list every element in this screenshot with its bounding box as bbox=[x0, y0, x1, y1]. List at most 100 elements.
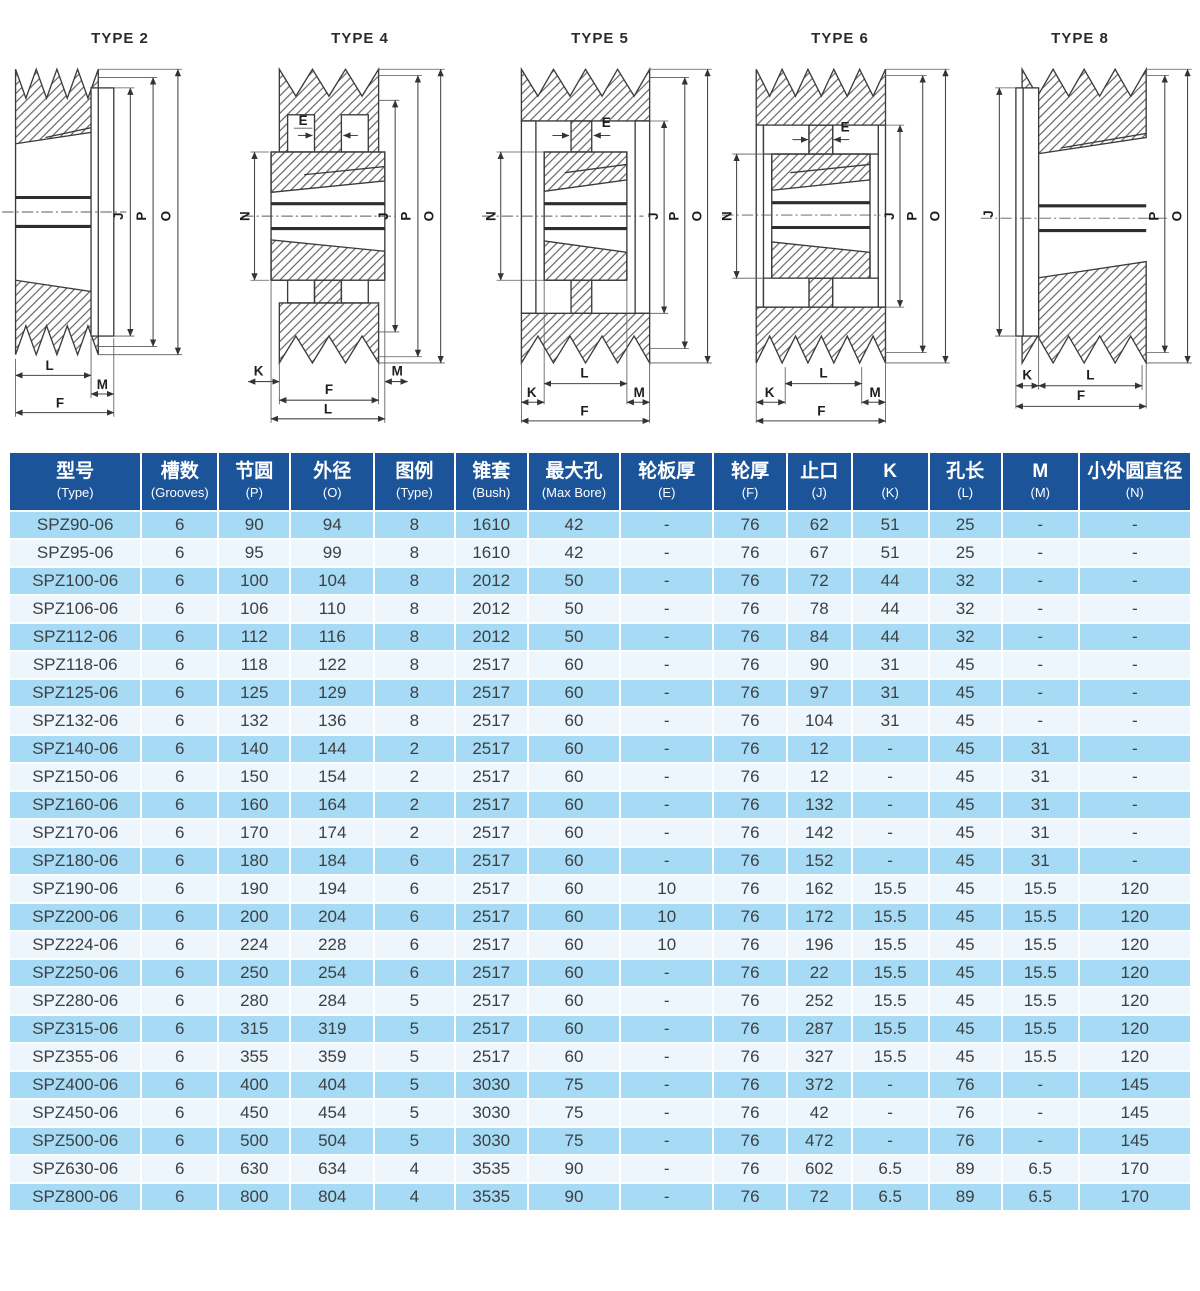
svg-text:E: E bbox=[299, 113, 308, 128]
table-cell: 6 bbox=[140, 873, 220, 904]
table-cell: 2517 bbox=[453, 649, 529, 680]
table-cell: 228 bbox=[289, 929, 376, 960]
column-header: 图例 (Type) bbox=[373, 451, 456, 512]
table-cell: 2 bbox=[373, 733, 456, 764]
table-cell: 104 bbox=[785, 705, 853, 736]
table-cell: - bbox=[619, 789, 715, 820]
table-row: SPZ250-06 6 250 254 6 2517 60-76 22 15.5 45 15.5 12… bbox=[7, 957, 1193, 988]
model-cell: SPZ160-06 bbox=[7, 789, 143, 820]
table-cell: 50 bbox=[526, 565, 622, 596]
table-cell: 42 bbox=[526, 537, 622, 568]
svg-text:O: O bbox=[421, 211, 436, 221]
table-cell: 2012 bbox=[453, 565, 529, 596]
table-cell: 10 bbox=[619, 901, 715, 932]
table-row: SPZ170-06 6 170 174 2 2517 60-76 142-45 31- bbox=[7, 817, 1193, 848]
column-header: 轮板厚 (E) bbox=[619, 451, 715, 512]
table-cell: 194 bbox=[289, 873, 376, 904]
table-cell: 5 bbox=[373, 1125, 456, 1156]
table-cell: 76 bbox=[712, 1153, 788, 1184]
table-cell: 44 bbox=[850, 621, 930, 652]
type2-title: TYPE 2 bbox=[91, 30, 149, 47]
table-cell: 2517 bbox=[453, 1013, 529, 1044]
table-cell: 174 bbox=[289, 817, 376, 848]
table-cell: 15.5 bbox=[1000, 985, 1080, 1016]
table-cell: 287 bbox=[785, 1013, 853, 1044]
table-cell: 125 bbox=[217, 677, 292, 708]
table-cell: 94 bbox=[289, 509, 376, 540]
column-header: M (M) bbox=[1000, 451, 1080, 512]
table-cell: - bbox=[619, 1097, 715, 1128]
table-row: SPZ160-06 6 160 164 2 2517 60-76 132-45 31- bbox=[7, 789, 1193, 820]
table-cell: 6 bbox=[140, 901, 220, 932]
table-cell: 76 bbox=[712, 1181, 788, 1212]
table-cell: 45 bbox=[927, 761, 1003, 792]
table-cell: - bbox=[1000, 593, 1080, 624]
table-cell: 2517 bbox=[453, 1041, 529, 1072]
table-cell: - bbox=[1077, 649, 1193, 680]
table-row: SPZ500-06 6 500 504 5 3030 75-76 472-76-145 bbox=[7, 1125, 1193, 1156]
table-row: SPZ95-06 6 95 99 8 1610 42-76 67 51 25- - bbox=[7, 537, 1193, 568]
table-cell: 6 bbox=[140, 1069, 220, 1100]
table-cell: 31 bbox=[850, 649, 930, 680]
table-cell: 145 bbox=[1077, 1125, 1193, 1156]
table-cell: - bbox=[619, 1153, 715, 1184]
table-cell: 450 bbox=[217, 1097, 292, 1128]
svg-text:O: O bbox=[1169, 211, 1184, 221]
column-header: 轮厚 (F) bbox=[712, 451, 788, 512]
table-row: SPZ355-06 6 355 359 5 2517 60-76 327 15.5 45 15.5 1… bbox=[7, 1041, 1193, 1072]
table-cell: 76 bbox=[712, 1097, 788, 1128]
table-cell: 76 bbox=[712, 509, 788, 540]
table-cell: 104 bbox=[289, 565, 376, 596]
model-cell: SPZ125-06 bbox=[7, 677, 143, 708]
table-row: SPZ90-06 6 90 94 8 1610 42-76 62 51 25- - bbox=[7, 509, 1193, 540]
table-cell: 6 bbox=[373, 901, 456, 932]
table-cell: 4 bbox=[373, 1181, 456, 1212]
table-cell: 76 bbox=[712, 705, 788, 736]
model-cell: SPZ630-06 bbox=[7, 1153, 143, 1184]
table-cell: 3535 bbox=[453, 1153, 529, 1184]
table-cell: 280 bbox=[217, 985, 292, 1016]
table-cell: 630 bbox=[217, 1153, 292, 1184]
table-cell: 6 bbox=[140, 957, 220, 988]
table-cell: 170 bbox=[1077, 1153, 1193, 1184]
svg-text:J: J bbox=[646, 212, 661, 219]
table-cell: - bbox=[619, 761, 715, 792]
table-cell: 116 bbox=[289, 621, 376, 652]
table-row: SPZ140-06 6 140 144 2 2517 60-76 12-45 31- bbox=[7, 733, 1193, 764]
table-cell: 76 bbox=[712, 1041, 788, 1072]
model-cell: SPZ280-06 bbox=[7, 985, 143, 1016]
table-cell: 15.5 bbox=[850, 1013, 930, 1044]
table-row: SPZ630-06 6 630 634 4 3535 90-76 602 6.5 89 6.5 170 bbox=[7, 1153, 1193, 1184]
svg-text:K: K bbox=[527, 385, 537, 400]
table-cell: - bbox=[619, 957, 715, 988]
table-cell: 10 bbox=[619, 929, 715, 960]
spec-table: 型号 (Type) 槽数 (Grooves) 节圆 (P) 外径 (O) 图例 (Type) 锥套(… bbox=[7, 451, 1193, 1212]
svg-text:K: K bbox=[254, 363, 264, 378]
table-cell: 76 bbox=[927, 1097, 1003, 1128]
table-cell: 150 bbox=[217, 761, 292, 792]
svg-text:J: J bbox=[376, 212, 391, 219]
table-row: SPZ190-06 6 190 194 6 2517 60 10 76 162 15.5 45 15.5… bbox=[7, 873, 1193, 904]
model-cell: SPZ132-06 bbox=[7, 705, 143, 736]
table-cell: - bbox=[619, 509, 715, 540]
svg-text:P: P bbox=[667, 212, 682, 221]
table-cell: 72 bbox=[785, 1181, 853, 1212]
table-cell: 45 bbox=[927, 705, 1003, 736]
table-cell: 76 bbox=[927, 1125, 1003, 1156]
svg-text:F: F bbox=[1077, 388, 1085, 403]
table-cell: 6 bbox=[140, 817, 220, 848]
table-cell: - bbox=[1000, 537, 1080, 568]
table-cell: - bbox=[850, 845, 930, 876]
table-cell: - bbox=[619, 733, 715, 764]
table-cell: 76 bbox=[712, 565, 788, 596]
table-cell: 90 bbox=[526, 1153, 622, 1184]
table-cell: - bbox=[850, 817, 930, 848]
table-cell: 315 bbox=[217, 1013, 292, 1044]
model-cell: SPZ170-06 bbox=[7, 817, 143, 848]
table-cell: 110 bbox=[289, 593, 376, 624]
table-cell: 15.5 bbox=[1000, 929, 1080, 960]
table-cell: 144 bbox=[289, 733, 376, 764]
table-cell: 6 bbox=[373, 845, 456, 876]
table-cell: - bbox=[1000, 1097, 1080, 1128]
table-cell: 31 bbox=[1000, 733, 1080, 764]
